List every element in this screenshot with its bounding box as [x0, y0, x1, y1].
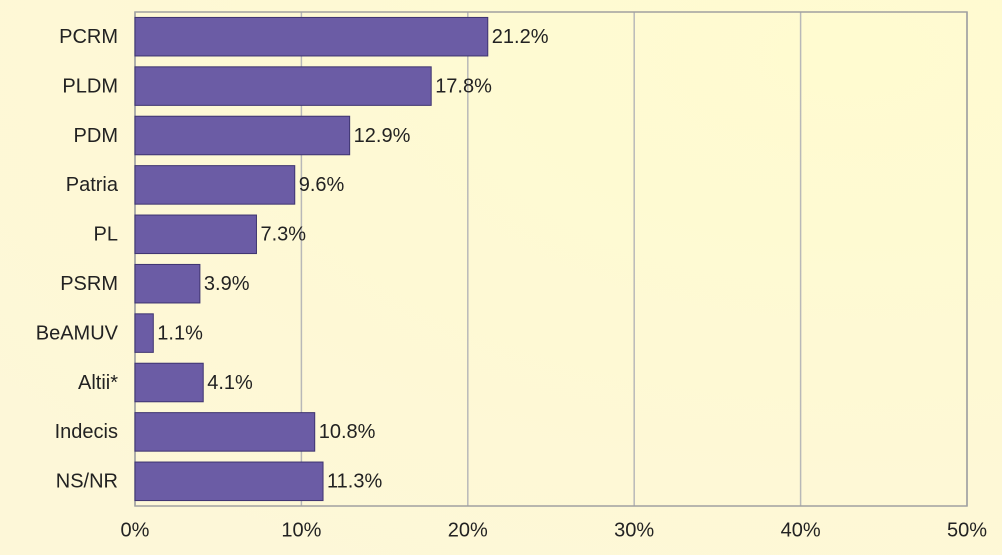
data-label: 3.9%: [204, 273, 250, 295]
data-label: 4.1%: [207, 372, 253, 394]
data-label: 21.2%: [492, 26, 549, 48]
bar: [134, 362, 204, 403]
y-tick-label: PDM: [74, 125, 118, 147]
data-label: 17.8%: [435, 75, 492, 97]
bar: [134, 412, 316, 452]
x-tick-label: 0%: [121, 519, 150, 541]
data-label: 12.9%: [354, 125, 411, 147]
bar: [134, 66, 432, 106]
bar: [134, 16, 489, 57]
bar: [134, 165, 296, 205]
y-tick-label: Patria: [66, 174, 119, 196]
y-tick-label: NS/NR: [56, 471, 118, 493]
y-tick-label: PCRM: [59, 26, 118, 48]
y-tick-label: Altii*: [78, 372, 118, 394]
x-tick-label: 30%: [614, 519, 654, 541]
y-tick-label: Indecis: [55, 421, 118, 443]
x-tick-label: 40%: [781, 519, 821, 541]
data-label: 9.6%: [299, 174, 345, 196]
y-tick-label: PSRM: [60, 273, 118, 295]
bar: [134, 214, 257, 255]
x-tick-label: 20%: [448, 519, 488, 541]
bar: [134, 115, 351, 156]
bar: [134, 461, 324, 502]
bar: [134, 313, 154, 353]
bar: [134, 263, 201, 304]
y-tick-label: PLDM: [62, 75, 118, 97]
data-label: 10.8%: [319, 421, 376, 443]
plot-border: [134, 11, 968, 507]
y-tick-label: BeAMUV: [36, 322, 119, 344]
data-label: 1.1%: [157, 322, 203, 344]
x-tick-label: 10%: [281, 519, 321, 541]
data-label: 11.3%: [327, 471, 382, 493]
y-tick-label: PL: [94, 224, 118, 246]
data-label: 7.3%: [260, 224, 306, 246]
x-tick-label: 50%: [947, 519, 987, 541]
